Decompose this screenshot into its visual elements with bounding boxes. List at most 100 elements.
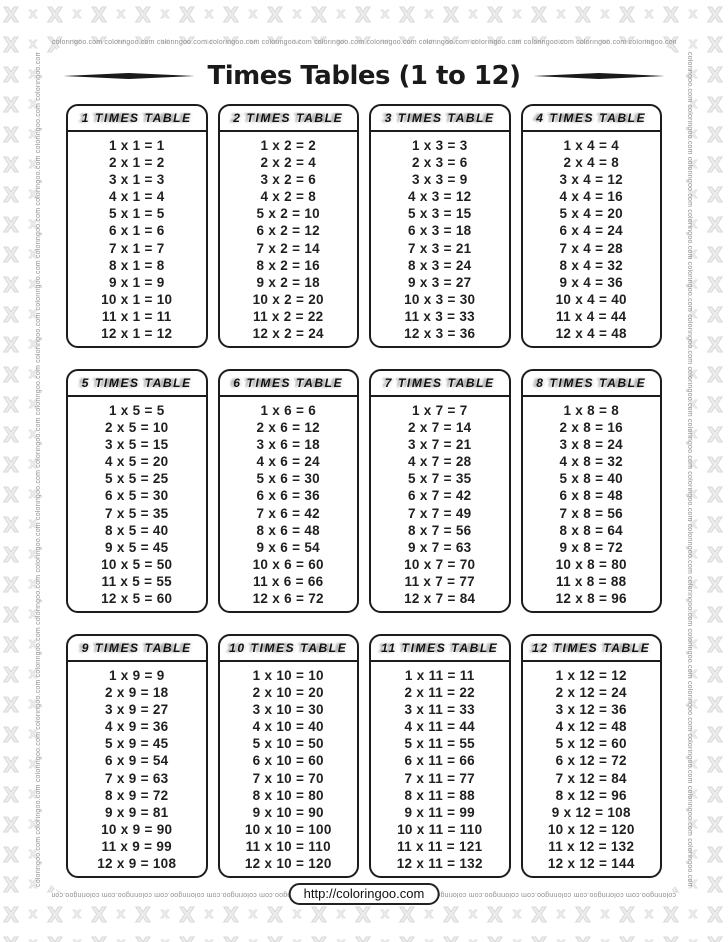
equation-row: 11 x 4 = 44: [556, 308, 627, 324]
equation-row: 12 x 5 = 60: [101, 591, 173, 607]
equation-row: 10 x 8 = 80: [555, 556, 627, 572]
equation-row: 11 x 5 = 55: [101, 573, 172, 589]
equation-row: 5 x 11 = 55: [404, 736, 475, 752]
equation-row: 3 x 10 = 30: [252, 702, 324, 718]
equation-row: 8 x 6 = 48: [256, 522, 320, 538]
equation-row: 12 x 6 = 72: [252, 591, 324, 607]
equation-row: 5 x 12 = 60: [555, 736, 627, 752]
equation-row: 9 x 3 = 27: [408, 274, 472, 290]
equation-row: 10 x 5 = 50: [101, 556, 173, 572]
equation-row: 4 x 10 = 40: [252, 719, 324, 735]
equation-row: 12 x 11 = 132: [396, 856, 483, 872]
page-content: Times Tables (1 to 12) 1 TIMES TABLE 1 x…: [44, 44, 684, 878]
times-table-card: 7 TIMES TABLE 1 x 7 = 7 2 x 7 = 14 3 x 7 =…: [369, 369, 511, 613]
equation-row: 12 x 8 = 96: [555, 591, 627, 607]
equation-row: 9 x 4 = 36: [559, 274, 623, 290]
card-body: 1 x 11 = 11 2 x 11 = 22 3 x 11 = 33 4 x 11 …: [371, 662, 509, 872]
equation-row: 10 x 4 = 40: [555, 291, 627, 307]
equation-row: 6 x 4 = 24: [559, 223, 623, 239]
card-body: 1 x 12 = 12 2 x 12 = 24 3 x 12 = 36 4 x 12 …: [523, 662, 661, 872]
equation-row: 3 x 4 = 12: [559, 172, 623, 188]
equation-row: 1 x 12 = 12: [555, 668, 627, 683]
equation-row: 9 x 10 = 90: [252, 804, 324, 820]
equation-row: 12 x 12 = 144: [547, 856, 635, 872]
equation-row: 4 x 9 = 36: [105, 719, 169, 735]
card-body: 1 x 6 = 6 2 x 6 = 12 3 x 6 = 18 4 x 6 = 24 5…: [220, 397, 358, 607]
equation-row: 8 x 9 = 72: [105, 787, 169, 803]
equation-row: 1 x 8 = 8: [563, 403, 620, 418]
equation-row: 3 x 2 = 6: [260, 172, 317, 188]
equation-row: 12 x 7 = 84: [404, 591, 476, 607]
equation-row: 6 x 5 = 30: [105, 488, 169, 504]
card-header: 6 TIMES TABLE: [219, 371, 357, 397]
equation-row: 4 x 7 = 28: [408, 454, 472, 470]
equation-row: 10 x 7 = 70: [404, 556, 476, 572]
equation-row: 3 x 7 = 21: [408, 437, 472, 453]
equation-row: 1 x 6 = 6: [260, 403, 317, 418]
card-header: 4 TIMES TABLE: [522, 106, 660, 132]
equation-row: 9 x 6 = 54: [256, 539, 320, 555]
footer-url-button[interactable]: http://coloringoo.com: [288, 883, 440, 905]
equation-row: 12 x 1 = 12: [101, 326, 173, 342]
equation-row: 2 x 7 = 14: [408, 420, 472, 436]
card-header: 1 TIMES TABLE: [68, 106, 206, 132]
card-body: 1 x 10 = 10 2 x 10 = 20 3 x 10 = 30 4 x 10 …: [220, 662, 358, 872]
card-header: 7 TIMES TABLE: [371, 371, 509, 397]
equation-row: 6 x 7 = 42: [408, 488, 472, 504]
equation-row: 2 x 10 = 20: [252, 685, 324, 701]
equation-row: 5 x 6 = 30: [256, 471, 320, 487]
equation-row: 4 x 5 = 20: [105, 454, 169, 470]
watermark-top: coloringoo.com coloringoo.com coloringoo…: [52, 39, 676, 46]
equation-row: 2 x 8 = 16: [559, 420, 623, 436]
equation-row: 1 x 3 = 3: [411, 138, 468, 153]
equation-row: 3 x 11 = 33: [404, 702, 475, 718]
equation-row: 8 x 8 = 64: [559, 522, 623, 538]
equation-row: 9 x 5 = 45: [105, 539, 169, 555]
equation-row: 10 x 3 = 30: [404, 291, 476, 307]
equation-row: 12 x 9 = 108: [97, 856, 177, 872]
equation-row: 6 x 6 = 36: [256, 488, 320, 504]
equation-row: 2 x 9 = 18: [105, 685, 169, 701]
equation-row: 9 x 2 = 18: [256, 274, 320, 290]
equation-row: 10 x 6 = 60: [252, 556, 324, 572]
equation-row: 2 x 4 = 8: [563, 155, 620, 171]
equation-row: 2 x 5 = 10: [105, 420, 169, 436]
equation-row: 1 x 11 = 11: [404, 668, 475, 683]
card-header: 12 TIMES TABLE: [522, 636, 660, 662]
equation-row: 4 x 1 = 4: [108, 189, 165, 205]
equation-row: 8 x 2 = 16: [256, 257, 320, 273]
equation-row: 6 x 3 = 18: [408, 223, 472, 239]
equation-row: 5 x 1 = 5: [108, 206, 165, 222]
equation-row: 3 x 6 = 18: [256, 437, 320, 453]
equation-row: 5 x 5 = 25: [105, 471, 169, 487]
equation-row: 9 x 7 = 63: [408, 539, 472, 555]
equation-row: 1 x 5 = 5: [108, 403, 165, 418]
equation-row: 4 x 2 = 8: [260, 189, 317, 205]
equation-row: 5 x 3 = 15: [408, 206, 472, 222]
times-table-card: 5 TIMES TABLE 1 x 5 = 5 2 x 5 = 10 3 x 5 =…: [66, 369, 208, 613]
equation-row: 7 x 2 = 14: [256, 240, 320, 256]
equation-row: 10 x 1 = 10: [101, 291, 173, 307]
equation-row: 11 x 9 = 99: [101, 838, 172, 854]
card-header: 8 TIMES TABLE: [522, 371, 660, 397]
card-header: 2 TIMES TABLE: [219, 106, 357, 132]
equation-row: 7 x 9 = 63: [105, 770, 169, 786]
card-header: 11 TIMES TABLE: [371, 636, 509, 662]
equation-row: 4 x 4 = 16: [559, 189, 623, 205]
equation-row: 2 x 2 = 4: [260, 155, 317, 171]
equation-row: 1 x 7 = 7: [411, 403, 468, 418]
equation-row: 10 x 2 = 20: [252, 291, 324, 307]
card-header: 3 TIMES TABLE: [371, 106, 509, 132]
equation-row: 3 x 1 = 3: [108, 172, 165, 188]
equation-row: 12 x 4 = 48: [555, 326, 627, 342]
equation-row: 10 x 11 = 110: [397, 821, 483, 837]
equation-row: 7 x 7 = 49: [408, 505, 472, 521]
equation-row: 5 x 9 = 45: [105, 736, 169, 752]
times-table-card: 12 TIMES TABLE 1 x 12 = 12 2 x 12 = 24 3 x…: [520, 634, 662, 878]
equation-row: 3 x 3 = 9: [411, 172, 468, 188]
equation-row: 7 x 10 = 70: [252, 770, 324, 786]
